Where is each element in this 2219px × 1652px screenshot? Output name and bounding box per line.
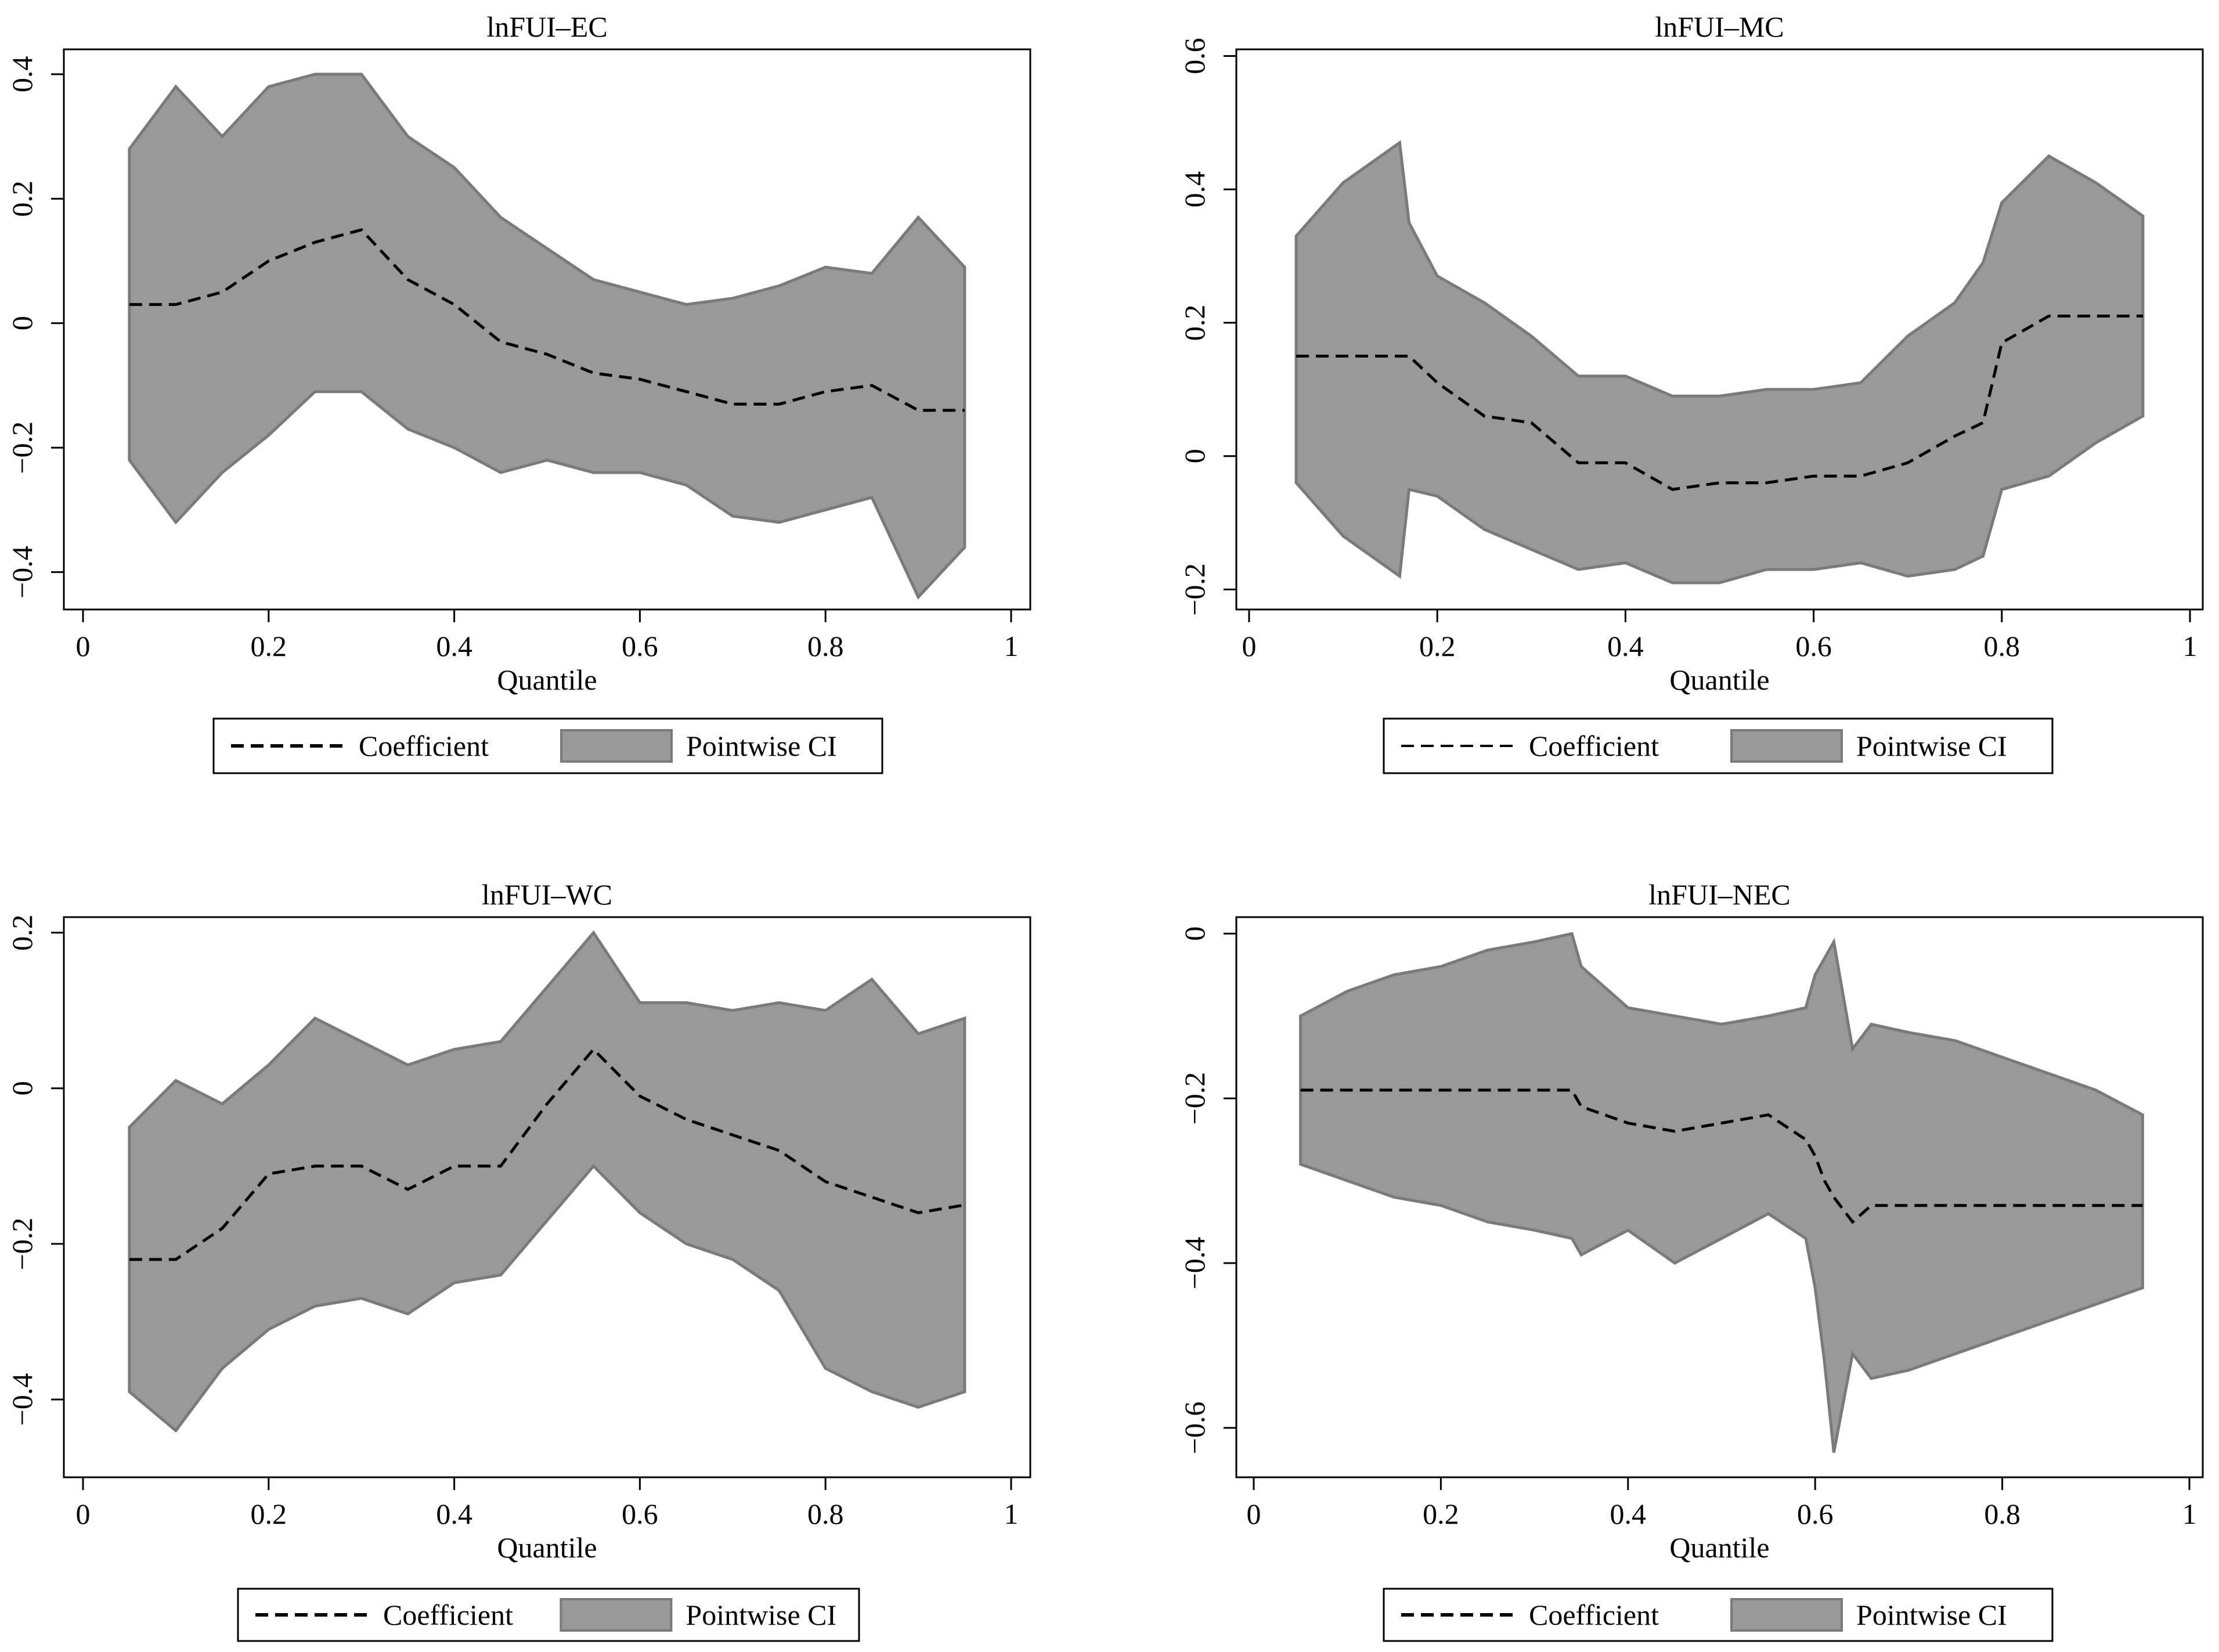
y-tick-label: 0.2: [6, 181, 38, 217]
legend-ci-swatch: [560, 1598, 673, 1632]
y-tick-label: 0: [6, 1081, 38, 1095]
ci-band: [1299, 932, 2144, 1453]
legend: Coefficient Pointwise CI: [212, 717, 883, 774]
chart-title: lnFUI–EC: [486, 10, 607, 43]
ci-band: [128, 73, 966, 600]
y-tick-label: 0: [6, 316, 38, 330]
y-tick-label: −0.4: [6, 546, 38, 598]
plot-frame: [63, 916, 1031, 1478]
y-tick-label: 0.4: [6, 56, 38, 93]
panels: lnFUI–EC 0 0.2 0.4 0.6 0.8 1 Quantile −0.4 −0.2 0 0…: [6, 10, 2204, 1642]
legend: Coefficient Pointwise CI: [237, 1588, 860, 1642]
x-tick-label: 0.6: [622, 1498, 658, 1530]
chart-panel-1: lnFUI–EC 0 0.2 0.4 0.6 0.8 1 Quantile −0.4 −0.2 0 0…: [6, 10, 1031, 774]
x-tick-label: 1: [1004, 1498, 1019, 1530]
chart-panel-4: lnFUI–NEC 0 0.2 0.4 0.6 0.8 1 Quantile −0.6 −0.4 −…: [1178, 878, 2204, 1642]
y-tick-label: −0.6: [1178, 1402, 1211, 1455]
legend-ci-label: Pointwise CI: [685, 1599, 836, 1631]
plot-frame: [1235, 916, 2204, 1478]
legend-box: [1383, 717, 2054, 774]
x-tick-label: 0.4: [1607, 630, 1644, 662]
legend-ci-label: Pointwise CI: [1856, 1599, 2007, 1631]
legend: Coefficient Pointwise CI: [1383, 717, 2054, 774]
x-tick-label: 0.6: [1795, 630, 1832, 662]
x-tick-label: 0.6: [1797, 1498, 1834, 1530]
chart-title: lnFUI–WC: [482, 878, 612, 911]
y-tick-label: 0: [1178, 449, 1211, 463]
x-tick-label: 0.8: [1984, 1498, 2020, 1530]
x-tick-label: 0: [76, 630, 91, 662]
x-tick-label: 1: [2182, 1498, 2197, 1530]
legend-coefficient-label: Coefficient: [1529, 1599, 1659, 1631]
chart-panel-3: lnFUI–WC 0 0.2 0.4 0.6 0.8 1 Quantile −0.4 −0.2 0 0…: [6, 878, 1031, 1642]
x-tick-label: 0.4: [436, 1498, 472, 1530]
y-tick-label: 0.2: [6, 915, 38, 951]
y-tick-label: 0.2: [1178, 305, 1211, 341]
x-tick-label: 0: [1242, 630, 1257, 662]
x-tick-label: 0: [1247, 1498, 1261, 1530]
x-axis-label: Quantile: [1669, 663, 1769, 696]
x-axis-label: Quantile: [497, 663, 597, 696]
x-tick-label: 1: [2183, 630, 2198, 662]
y-tick-label: −0.2: [6, 421, 38, 474]
y-tick-label: 0.4: [1178, 171, 1211, 208]
legend-ci-label: Pointwise CI: [686, 730, 837, 762]
x-tick-label: 0.2: [251, 630, 287, 662]
chart-title: lnFUI–MC: [1655, 10, 1784, 43]
chart-title: lnFUI–NEC: [1648, 878, 1790, 911]
x-axis-label: Quantile: [497, 1531, 597, 1564]
x-axis-label: Quantile: [1669, 1531, 1769, 1564]
legend-ci-swatch: [560, 729, 673, 763]
ci-band: [128, 930, 966, 1433]
x-tick-label: 0.8: [1984, 630, 2020, 662]
legend-coefficient-label: Coefficient: [383, 1599, 513, 1631]
x-tick-label: 0.8: [807, 630, 844, 662]
legend-ci-label: Pointwise CI: [1856, 730, 2007, 762]
coefficient-line: [129, 1047, 965, 1261]
legend-box: [1383, 1588, 2054, 1642]
legend-box: [212, 717, 883, 774]
y-tick-label: −0.4: [6, 1373, 38, 1426]
plot-frame: [63, 48, 1031, 611]
x-tick-label: 0.6: [622, 630, 658, 662]
coefficient-line: [129, 228, 965, 412]
x-tick-label: 0.2: [1419, 630, 1456, 662]
y-tick-label: −0.4: [1178, 1237, 1211, 1290]
plot-frame: [1235, 48, 2204, 611]
coefficient-line: [1300, 1088, 2143, 1224]
chart-panel-2: lnFUI–MC 0 0.2 0.4 0.6 0.8 1 Quantile −0.2 0 0.2 0.…: [1178, 10, 2204, 774]
y-tick-label: 0.6: [1178, 38, 1211, 74]
y-tick-label: −0.2: [1178, 1072, 1211, 1125]
x-tick-label: 0.2: [251, 1498, 287, 1530]
y-tick-label: −0.2: [1178, 563, 1211, 616]
x-tick-label: 0.4: [436, 630, 472, 662]
x-tick-label: 0.8: [807, 1498, 844, 1530]
x-tick-label: 0.2: [1423, 1498, 1459, 1530]
x-tick-label: 0.4: [1610, 1498, 1647, 1530]
x-tick-label: 1: [1004, 630, 1019, 662]
x-tick-label: 0: [76, 1498, 91, 1530]
legend-coefficient-label: Coefficient: [359, 730, 489, 762]
y-tick-label: −0.2: [6, 1218, 38, 1271]
y-tick-label: 0: [1178, 926, 1211, 941]
legend-ci-swatch: [1730, 1598, 1843, 1632]
legend-ci-swatch: [1730, 729, 1843, 763]
legend-coefficient-label: Coefficient: [1529, 730, 1659, 762]
ci-band: [1294, 140, 2145, 585]
coefficient-line: [1296, 315, 2143, 491]
legend: Coefficient Pointwise CI: [1383, 1588, 2054, 1642]
